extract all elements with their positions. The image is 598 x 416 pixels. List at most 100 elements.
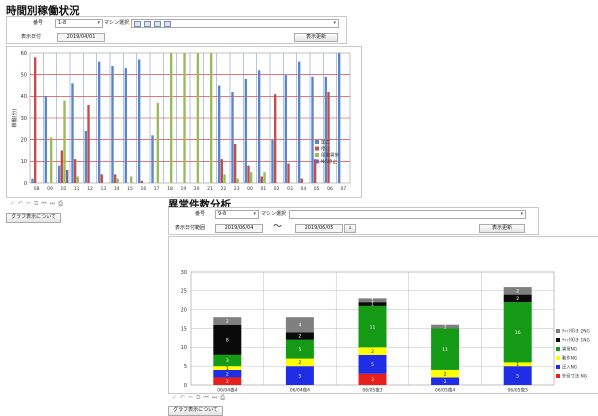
- data-label: 4: [298, 322, 301, 328]
- x-tick-label: 05: [314, 186, 320, 192]
- x-tick-label: 06: [327, 186, 333, 192]
- x-tick-label: 10: [60, 186, 66, 192]
- bar: [274, 94, 277, 183]
- machine-thumb-icon: [134, 21, 141, 27]
- top-kiban-label: 番号: [33, 20, 44, 26]
- bar: [327, 92, 330, 183]
- legend-entry: ﾁｬｯｸ叩き 2NG: [562, 329, 590, 335]
- top-page-title: 時間別稼働状況: [6, 5, 80, 17]
- bar: [60, 150, 64, 183]
- stack-segment: [285, 332, 314, 340]
- x-tick-label: 01: [260, 186, 266, 192]
- top-kiban-select[interactable]: 1-8 ▾: [55, 19, 103, 28]
- print-icon[interactable]: ⎙: [220, 394, 227, 401]
- legend-swatch: [556, 347, 560, 351]
- x-tick-label: 12: [87, 186, 93, 192]
- y-tick-label: 60: [21, 51, 27, 57]
- x-tick-label: 19: [180, 186, 186, 192]
- bar: [298, 61, 301, 183]
- bar: [111, 66, 114, 183]
- copy-icon[interactable]: ⧉: [196, 394, 202, 401]
- stack-segment: [213, 354, 242, 367]
- bar: [130, 176, 133, 183]
- bar: [324, 76, 328, 183]
- stack-segment: [503, 294, 532, 303]
- top-machine-select[interactable]: ▾: [131, 19, 339, 28]
- y-tick-label: 10: [21, 159, 27, 165]
- check-icon[interactable]: ✓: [10, 200, 17, 207]
- bar: [231, 92, 234, 183]
- y-tick-label: 0: [184, 383, 187, 389]
- bar: [300, 178, 304, 183]
- bottom-chart-toolbar: ✓ ↶ ✂ ⧉ ⏮ ⏭ ⎙: [172, 394, 228, 402]
- bottom-date-from-field[interactable]: 2019/06/04: [215, 224, 263, 233]
- bar: [236, 178, 240, 183]
- machine-thumb-icon: [164, 21, 171, 27]
- first-page-icon[interactable]: ⏮: [203, 394, 210, 401]
- stack-segment: [503, 366, 532, 385]
- bar: [76, 176, 80, 183]
- x-tick-label: 04: [300, 186, 306, 192]
- data-label: 2: [226, 379, 229, 385]
- x-tick-label: 23: [234, 186, 240, 192]
- x-tick-label: 14: [114, 186, 120, 192]
- cut-icon[interactable]: ✂: [188, 394, 195, 401]
- bar: [116, 178, 120, 183]
- bar: [271, 139, 274, 183]
- calendar-picker-button[interactable]: ↓: [344, 224, 356, 233]
- legend-swatch: [315, 159, 319, 164]
- anomaly-count-chart: 05101520253022138206/04夜45252406/04夜4352…: [181, 270, 590, 394]
- print-icon[interactable]: ⎙: [58, 200, 65, 207]
- bar: [34, 57, 37, 184]
- bar: [284, 74, 288, 183]
- bar: [170, 53, 173, 183]
- y-tick-label: 10: [181, 345, 187, 351]
- y-tick-label: 20: [181, 307, 187, 313]
- bottom-refresh-button[interactable]: 表示更新: [479, 224, 525, 233]
- undo-icon[interactable]: ↶: [180, 394, 187, 401]
- y-tick-label: 25: [181, 289, 187, 295]
- check-icon[interactable]: ✓: [172, 394, 179, 401]
- x-tick-label: 02: [274, 186, 280, 192]
- bar: [314, 159, 317, 183]
- first-page-icon[interactable]: ⏮: [41, 200, 48, 207]
- stack-segment: [358, 354, 387, 374]
- stack-segment: [431, 369, 460, 378]
- bar: [31, 178, 34, 183]
- y-tick-label: 0: [24, 181, 27, 187]
- data-label: 2: [516, 296, 519, 302]
- copy-icon[interactable]: ⧉: [34, 200, 40, 207]
- bottom-kiban-label: 番号: [195, 211, 206, 217]
- top-date-field[interactable]: 2019/04/01: [57, 33, 105, 42]
- legend-entry: 停止: [321, 145, 330, 152]
- y-tick-label: 50: [21, 72, 27, 78]
- top-refresh-button[interactable]: 表示更新: [294, 33, 338, 42]
- bar: [58, 165, 61, 183]
- undo-icon[interactable]: ↶: [18, 200, 25, 207]
- x-tick-label: 22: [220, 186, 226, 192]
- bar: [287, 163, 290, 183]
- chevron-down-icon: ▾: [520, 211, 523, 217]
- y-tick-label: 30: [21, 116, 27, 122]
- data-label: 1: [226, 366, 229, 372]
- bottom-kiban-select[interactable]: 9-8 ▾: [215, 210, 259, 219]
- bar: [220, 159, 224, 183]
- cut-icon[interactable]: ✂: [26, 200, 33, 207]
- stack-segment: [503, 302, 532, 363]
- bar: [258, 70, 261, 183]
- chevron-down-icon: ▾: [253, 211, 256, 217]
- y-tick-label: 30: [181, 270, 187, 276]
- bottom-graph-help-button[interactable]: グラフ表示について: [168, 406, 223, 416]
- legend-swatch: [556, 356, 560, 360]
- stack-segment: [503, 287, 532, 295]
- top-graph-help-button[interactable]: グラフ表示について: [6, 213, 61, 223]
- legend-entry: 加工: [321, 139, 330, 146]
- last-page-icon[interactable]: ⏭: [49, 200, 57, 207]
- x-tick-label: 16: [140, 186, 146, 192]
- last-page-icon[interactable]: ⏭: [211, 394, 219, 401]
- bar: [183, 53, 186, 183]
- x-tick-label: 15: [127, 186, 133, 192]
- data-label: 3: [226, 358, 229, 364]
- bottom-date-to-field[interactable]: 2019/06/05: [295, 224, 343, 233]
- bottom-machine-select[interactable]: ▾: [289, 210, 526, 219]
